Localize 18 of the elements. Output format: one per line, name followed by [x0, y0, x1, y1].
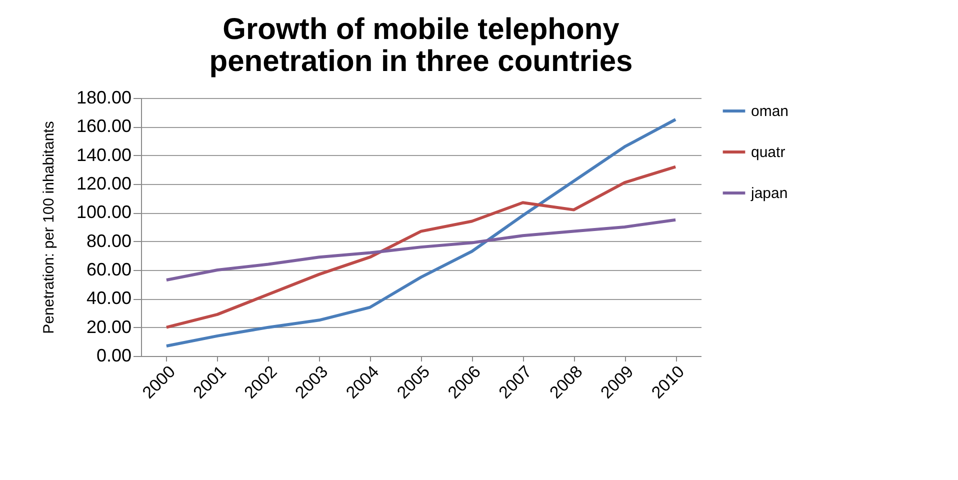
y-tick-label: 60.00 — [86, 260, 132, 280]
y-tick-label: 140.00 — [76, 144, 132, 165]
line-series — [164, 218, 678, 282]
y-tick-label: 80.00 — [86, 230, 132, 251]
line-series — [164, 165, 678, 329]
y-tick-label: 180.00 — [76, 88, 132, 108]
line-series — [164, 118, 678, 348]
y-tick-label: 120.00 — [76, 174, 132, 194]
legend-label: oman — [751, 103, 789, 120]
y-tick-label: 20.00 — [86, 316, 132, 337]
y-tick-label: 0.00 — [96, 346, 132, 366]
y-tick-label: 160.00 — [76, 116, 132, 136]
y-tick-label: 40.00 — [86, 288, 132, 308]
legend-label: japan — [750, 185, 788, 202]
y-tick-label: 100.00 — [76, 202, 132, 222]
legend-label: quatr — [751, 144, 786, 161]
y-axis-title: Penetration: per 100 inhabitants — [40, 121, 58, 334]
chart-title: Growth of mobile telephony penetration in three countries — [209, 13, 633, 78]
